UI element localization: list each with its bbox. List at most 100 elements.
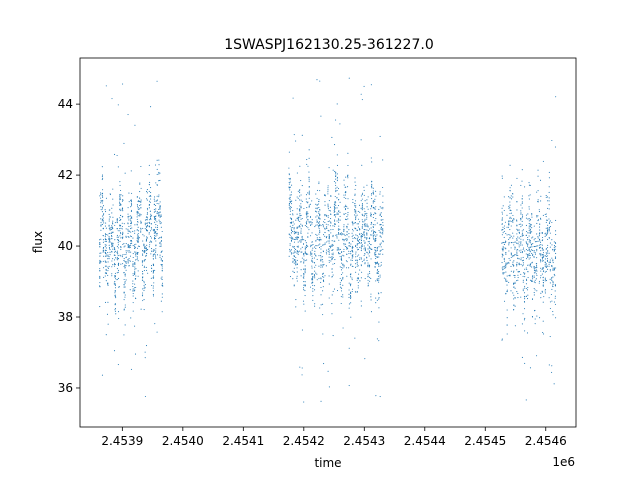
data-point xyxy=(295,262,297,264)
data-point xyxy=(105,227,107,229)
data-point xyxy=(107,255,109,257)
data-point xyxy=(314,303,316,305)
data-point xyxy=(542,260,544,262)
data-point xyxy=(159,242,161,244)
data-point xyxy=(136,257,138,259)
data-point xyxy=(503,196,505,198)
data-point xyxy=(522,264,524,266)
data-point xyxy=(340,269,343,271)
data-point xyxy=(549,261,551,263)
data-point xyxy=(307,245,309,247)
data-point xyxy=(145,222,147,224)
data-point xyxy=(503,258,505,261)
data-point xyxy=(292,221,294,223)
data-point xyxy=(514,287,516,289)
data-point xyxy=(510,217,512,219)
data-point xyxy=(324,215,326,217)
data-point xyxy=(308,206,310,208)
data-point xyxy=(508,205,510,207)
data-point xyxy=(315,193,317,195)
data-point xyxy=(370,186,373,188)
data-point xyxy=(160,236,162,238)
data-point xyxy=(102,239,105,241)
data-point xyxy=(510,265,512,267)
data-point xyxy=(322,314,324,316)
data-point xyxy=(322,286,324,288)
data-point xyxy=(161,282,164,284)
data-point xyxy=(125,261,127,263)
data-point xyxy=(551,277,553,279)
data-point xyxy=(120,246,122,248)
data-point xyxy=(516,239,518,242)
data-point xyxy=(146,226,148,228)
data-point xyxy=(304,265,306,267)
data-point xyxy=(153,249,155,251)
data-point xyxy=(366,232,368,234)
data-point xyxy=(318,182,320,185)
data-point xyxy=(375,206,377,208)
data-point xyxy=(349,251,352,253)
data-point xyxy=(297,233,299,236)
data-point xyxy=(127,216,129,218)
data-point xyxy=(114,294,116,296)
data-point xyxy=(125,235,127,237)
data-point xyxy=(376,338,378,340)
data-point xyxy=(153,203,155,205)
data-point xyxy=(364,247,366,249)
data-point xyxy=(144,219,147,221)
data-point xyxy=(151,270,153,272)
data-point xyxy=(109,240,111,242)
data-point xyxy=(308,171,310,173)
data-point xyxy=(370,213,372,215)
data-point xyxy=(354,193,356,195)
data-point xyxy=(296,196,298,198)
data-point xyxy=(376,270,378,272)
data-point xyxy=(354,238,356,240)
data-point xyxy=(379,235,381,237)
data-point xyxy=(357,226,359,228)
data-point xyxy=(382,248,384,250)
data-point xyxy=(296,277,298,279)
data-point xyxy=(299,226,301,228)
data-point xyxy=(148,221,150,223)
data-point xyxy=(318,221,321,223)
data-point xyxy=(318,216,320,218)
data-point xyxy=(312,279,314,281)
data-point xyxy=(328,252,330,254)
data-point xyxy=(545,253,548,255)
data-point xyxy=(545,248,547,250)
data-point xyxy=(554,248,556,250)
data-point xyxy=(143,265,145,267)
data-point xyxy=(338,233,340,235)
data-point xyxy=(319,240,321,242)
data-point xyxy=(289,208,291,210)
data-point xyxy=(528,258,530,260)
data-point xyxy=(288,182,290,184)
data-point xyxy=(529,231,531,234)
data-point xyxy=(525,267,527,269)
data-point xyxy=(336,197,338,199)
data-point xyxy=(322,333,324,335)
data-point xyxy=(375,246,377,249)
data-point xyxy=(532,236,534,238)
data-point xyxy=(136,256,138,258)
data-point xyxy=(102,199,104,201)
data-point xyxy=(379,265,381,267)
data-point xyxy=(160,258,162,260)
data-point xyxy=(517,248,519,251)
data-point xyxy=(516,265,518,267)
data-point xyxy=(555,96,557,98)
data-point xyxy=(373,231,375,233)
data-point xyxy=(525,224,527,227)
data-point xyxy=(374,207,376,209)
data-point xyxy=(503,257,505,259)
data-point xyxy=(525,283,527,285)
data-point xyxy=(132,302,134,304)
data-point xyxy=(316,215,318,217)
data-point xyxy=(146,236,148,238)
data-point xyxy=(350,291,352,293)
data-point xyxy=(539,239,541,241)
data-point xyxy=(508,207,510,209)
data-point xyxy=(132,245,134,247)
data-point xyxy=(546,258,549,260)
